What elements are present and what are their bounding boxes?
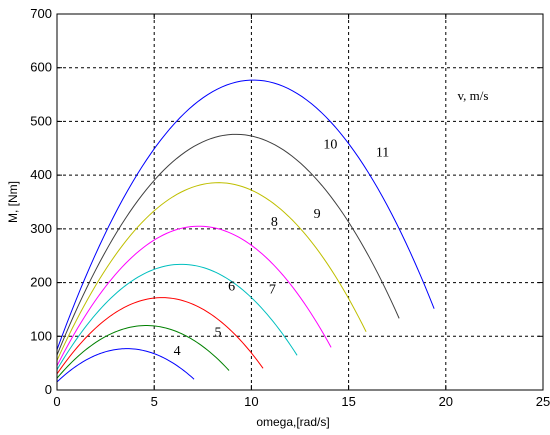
x-tick-label: 0 [53,394,60,409]
series-line-10 [56,133,400,356]
series-line-5 [56,325,230,379]
x-tick-label: 5 [151,394,158,409]
y-tick-label: 500 [30,113,52,128]
y-tick-label: 600 [30,60,52,75]
y-tick-label: 0 [45,382,52,397]
x-tick-label: 10 [244,394,258,409]
y-tick-label: 700 [30,6,52,21]
y-tick-label: 400 [30,167,52,182]
y-tick-label: 300 [30,221,52,236]
series-label-6: 6 [228,280,235,295]
series-label-8: 8 [271,215,278,230]
series-line-6 [56,297,264,375]
axis-ticks: 0 5 10 15 20 25 0 100 200 300 400 500 600 700 [30,6,550,409]
x-axis-label: omega,[rad/s] [256,415,329,429]
series-line-11 [56,79,435,350]
y-axis-label: M, [Nm] [6,181,20,223]
annotation-label: v, m/s [457,88,488,103]
plot-frame [56,13,544,391]
series-label-7: 7 [269,282,276,297]
x-tick-label: 20 [439,394,453,409]
series-line-7 [56,263,298,370]
series-label-10: 10 [323,137,337,152]
series-line-9 [56,182,367,361]
series-label-11: 11 [376,145,389,160]
series-line-4 [56,348,195,383]
series-label-5: 5 [214,325,221,340]
series-labels: 4 5 6 7 8 9 10 11 [174,137,390,359]
y-tick-label: 100 [30,328,52,343]
series-line-8 [56,225,332,367]
x-tick-label: 25 [536,394,550,409]
series-lines [56,79,435,383]
y-tick-label: 200 [30,275,52,290]
x-tick-label: 15 [341,394,355,409]
series-label-9: 9 [314,207,321,222]
series-label-4: 4 [174,344,181,359]
